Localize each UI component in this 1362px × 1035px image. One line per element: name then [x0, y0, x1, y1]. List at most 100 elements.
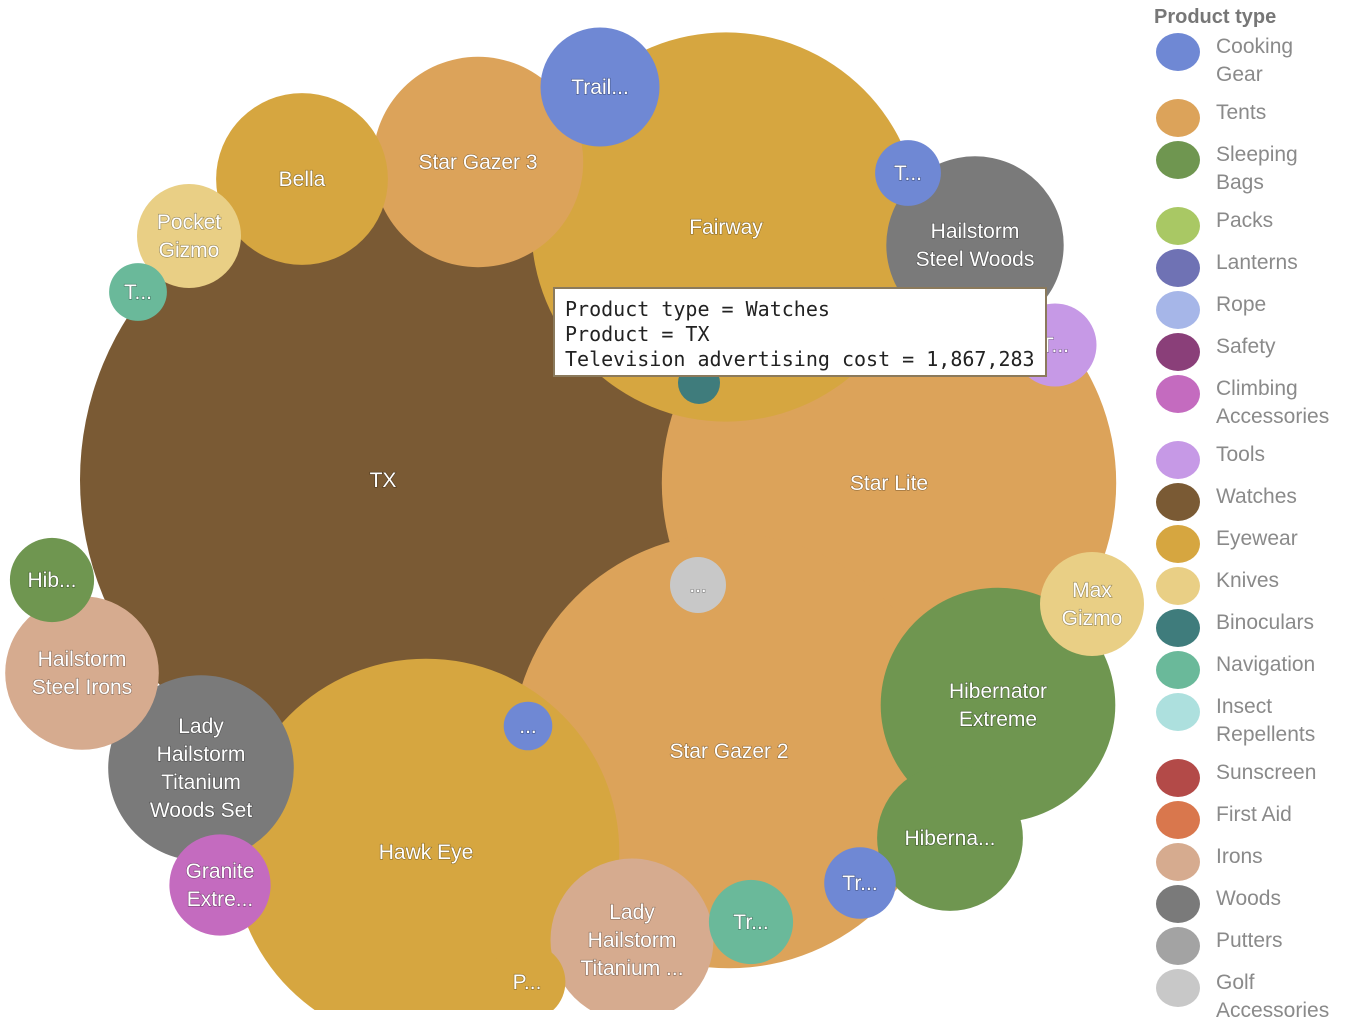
legend-item-woods[interactable]: Woods	[1150, 885, 1360, 927]
legend-item-cooking-gear[interactable]: Cooking Gear	[1150, 33, 1360, 99]
tooltip: Product type = Watches Product = TX Tele…	[553, 287, 1047, 377]
bubble-label-hibernator-extreme: Hibernator Extreme	[949, 680, 1047, 731]
legend-item-tools[interactable]: Tools	[1150, 441, 1360, 483]
bubble-tr[interactable]	[824, 847, 896, 919]
bubble-granite-extreme[interactable]	[169, 834, 271, 936]
legend-item-first-aid[interactable]: First Aid	[1150, 801, 1360, 843]
legend-label: Sunscreen	[1216, 761, 1317, 784]
tooltip-line-product-type: Product type = Watches	[565, 297, 830, 321]
legend-item-tents[interactable]: Tents	[1150, 99, 1360, 141]
bubble-label-star-gazer-3: Star Gazer 3	[418, 151, 537, 174]
legend-swatch	[1156, 99, 1200, 137]
legend-swatch	[1156, 525, 1200, 563]
bubble-t[interactable]	[109, 263, 167, 321]
bubble-tx[interactable]	[80, 177, 686, 783]
legend-swatch	[1156, 375, 1200, 413]
bubble-label-fairway: Fairway	[689, 216, 763, 239]
bubble-label-hailstorm-steel-irons: Hailstorm Steel Irons	[32, 648, 132, 699]
legend-item-rope[interactable]: Rope	[1150, 291, 1360, 333]
legend-label: Golf Accessories	[1216, 971, 1330, 1022]
bubble-max-gizmo[interactable]	[1040, 552, 1144, 656]
bubble-label-star-lite: Star Lite	[850, 472, 928, 495]
legend-label: Tools	[1216, 443, 1266, 466]
legend-label: Knives	[1216, 569, 1280, 592]
bubble-unnamed[interactable]	[503, 701, 553, 751]
legend-label: Watches	[1216, 485, 1297, 508]
legend-label: Tents	[1216, 101, 1267, 124]
bubble-label-tr: Tr...	[733, 911, 768, 934]
legend-swatch	[1156, 885, 1200, 923]
legend-swatch	[1156, 927, 1200, 965]
tooltip-line-product: Product = TX	[565, 322, 710, 346]
legend-label: Rope	[1216, 293, 1267, 316]
legend-label: Lanterns	[1216, 251, 1298, 274]
legend-item-knives[interactable]: Knives	[1150, 567, 1360, 609]
legend-label: Binoculars	[1216, 611, 1315, 634]
bubble-unnamed[interactable]	[670, 557, 726, 613]
bubble-hib[interactable]	[9, 537, 95, 623]
legend-label: Putters	[1216, 929, 1283, 952]
legend-item-binoculars[interactable]: Binoculars	[1150, 609, 1360, 651]
bubble-label-max-gizmo: Max Gizmo	[1062, 579, 1123, 630]
bubble-trail[interactable]	[540, 27, 660, 147]
bubble-hibernator-extreme[interactable]	[880, 587, 1116, 823]
bubble-bella[interactable]	[216, 93, 388, 265]
legend-label: Eyewear	[1216, 527, 1298, 550]
bubble-label-lady-hailstorm-titanium-irons: Lady Hailstorm Titanium ...	[580, 901, 683, 980]
legend-swatch	[1156, 33, 1200, 71]
legend-title: Product type	[1154, 6, 1277, 28]
legend-item-sunscreen[interactable]: Sunscreen	[1150, 759, 1360, 801]
legend-item-climbing-accessories[interactable]: Climbing Accessories	[1150, 375, 1360, 441]
bubble-label-bella: Bella	[279, 168, 326, 191]
legend-swatch	[1156, 609, 1200, 647]
legend-item-insect-repellents[interactable]: Insect Repellents	[1150, 693, 1360, 759]
legend-label: Navigation	[1216, 653, 1316, 676]
bubble-label-tx: TX	[370, 469, 397, 492]
bubble-lady-hailstorm-titanium-woods-set[interactable]	[108, 675, 294, 861]
bubble-label-hawk-eye: Hawk Eye	[379, 841, 474, 864]
bubble-lady-hailstorm-titanium-irons[interactable]	[550, 858, 714, 1011]
legend-item-navigation[interactable]: Navigation	[1150, 651, 1360, 693]
legend-label: Climbing Accessories	[1216, 377, 1330, 428]
legend-label: Irons	[1216, 845, 1263, 868]
legend-swatch	[1156, 333, 1200, 371]
bubble-star-gazer-3[interactable]	[372, 56, 584, 268]
bubble-hibernator[interactable]	[877, 765, 1023, 911]
bubble-label-hailstorm-steel-woods-set: Hailstorm Steel Woods	[916, 220, 1035, 271]
legend-swatch	[1156, 291, 1200, 329]
legend-swatch	[1156, 843, 1200, 881]
bubble-label-lady-hailstorm-titanium-woods-set: Lady Hailstorm Titanium Woods Set	[150, 715, 252, 822]
legend-label: First Aid	[1216, 803, 1292, 826]
legend-swatch	[1156, 441, 1200, 479]
bubble-tr[interactable]	[708, 879, 794, 965]
bubble-pocket-gizmo[interactable]	[137, 184, 241, 288]
legend-label: Packs	[1216, 209, 1274, 232]
legend-item-sleeping-bags[interactable]: Sleeping Bags	[1150, 141, 1360, 207]
bubble-label-p: P...	[513, 971, 542, 994]
legend-items: Cooking Gear Tents Sleeping Bags Packs Lante…	[1150, 33, 1360, 1035]
legend-item-lanterns[interactable]: Lanterns	[1150, 249, 1360, 291]
legend-item-eyewear[interactable]: Eyewear	[1150, 525, 1360, 567]
legend-swatch	[1156, 483, 1200, 521]
legend-item-packs[interactable]: Packs	[1150, 207, 1360, 249]
bubble-label-hib: Hib...	[27, 569, 76, 592]
bubble-t[interactable]	[875, 140, 941, 206]
legend-swatch	[1156, 567, 1200, 605]
legend-label: Cooking Gear	[1216, 35, 1294, 86]
tooltip-line-cost: Television advertising cost = 1,867,283	[565, 347, 1035, 371]
bubble-p[interactable]	[488, 943, 566, 1010]
bubble-label-star-gazer-2: Star Gazer 2	[669, 740, 788, 763]
legend-swatch	[1156, 249, 1200, 287]
legend-item-golf-accessories[interactable]: Golf Accessories	[1150, 969, 1360, 1035]
legend-label: Woods	[1216, 887, 1281, 910]
legend-swatch	[1156, 651, 1200, 689]
legend-item-putters[interactable]: Putters	[1150, 927, 1360, 969]
bubble-hailstorm-steel-irons[interactable]	[5, 596, 159, 750]
legend-item-safety[interactable]: Safety	[1150, 333, 1360, 375]
legend-item-irons[interactable]: Irons	[1150, 843, 1360, 885]
legend-label: Insect Repellents	[1216, 695, 1316, 746]
legend-swatch	[1156, 141, 1200, 179]
legend-item-watches[interactable]: Watches	[1150, 483, 1360, 525]
legend-swatch	[1156, 801, 1200, 839]
legend-swatch	[1156, 207, 1200, 245]
